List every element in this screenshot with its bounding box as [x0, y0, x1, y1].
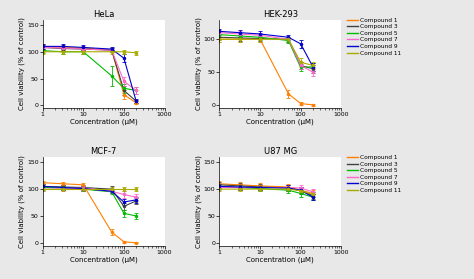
X-axis label: Concentration (μM): Concentration (μM): [70, 119, 137, 125]
Title: HEK-293: HEK-293: [263, 10, 298, 19]
Y-axis label: Cell viability (% of control): Cell viability (% of control): [196, 17, 202, 110]
Title: HeLa: HeLa: [93, 10, 114, 19]
Y-axis label: Cell viability (% of control): Cell viability (% of control): [19, 17, 26, 110]
Y-axis label: Cell viability (% of control): Cell viability (% of control): [19, 155, 26, 248]
Legend: Compound 1, Compound 3, Compound 5, Compound 7, Compound 9, Compound 11: Compound 1, Compound 3, Compound 5, Comp…: [347, 155, 401, 193]
Y-axis label: Cell viability (% of control): Cell viability (% of control): [196, 155, 202, 248]
Legend: Compound 1, Compound 3, Compound 5, Compound 7, Compound 9, Compound 11: Compound 1, Compound 3, Compound 5, Comp…: [347, 18, 401, 56]
X-axis label: Concentration (μM): Concentration (μM): [70, 256, 137, 263]
X-axis label: Concentration (μM): Concentration (μM): [246, 119, 314, 125]
Title: U87 MG: U87 MG: [264, 147, 297, 156]
Title: MCF-7: MCF-7: [91, 147, 117, 156]
X-axis label: Concentration (μM): Concentration (μM): [246, 256, 314, 263]
